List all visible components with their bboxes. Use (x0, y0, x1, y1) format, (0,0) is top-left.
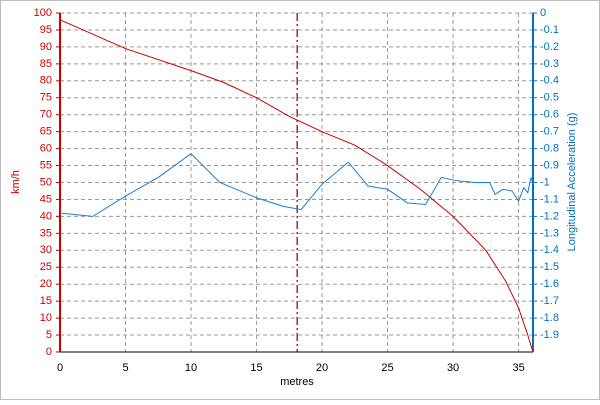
y-tick-label: 60 (40, 143, 52, 155)
y-tick-label: 95 (40, 24, 52, 36)
y-tick-label: 15 (40, 295, 52, 307)
x-tick-label: 15 (250, 362, 262, 374)
y2-tick-label: -0.8 (540, 143, 559, 155)
y2-tick-label: -0.6 (540, 109, 559, 121)
x-tick-label: 20 (316, 362, 328, 374)
y-tick-label: 85 (40, 58, 52, 70)
y-tick-label: 20 (40, 278, 52, 290)
y-tick-label: 65 (40, 126, 52, 138)
y2-tick-label: 0 (540, 7, 546, 19)
x-tick-label: 5 (122, 362, 128, 374)
y-tick-label: 45 (40, 193, 52, 205)
y2-tick-label: -0.7 (540, 126, 559, 138)
x-tick-label: 25 (381, 362, 393, 374)
y-tick-label: 50 (40, 176, 52, 188)
y2-tick-label: -0.1 (540, 24, 559, 36)
y-tick-label: 35 (40, 227, 52, 239)
y-tick-label: 40 (40, 210, 52, 222)
y2-tick-label: -1.9 (540, 329, 559, 341)
y2-tick-label: -0.4 (540, 75, 559, 87)
y2-tick-label: -1.4 (540, 244, 559, 256)
y-tick-label: 75 (40, 92, 52, 104)
y-tick-label: 5 (46, 329, 52, 341)
y-tick-label: 10 (40, 312, 52, 324)
y-axis-label: km/h (10, 170, 22, 194)
y-tick-label: 100 (34, 7, 52, 19)
x-tick-label: 0 (57, 362, 63, 374)
y2-tick-label: -1.7 (540, 295, 559, 307)
y2-tick-label: -1 (540, 176, 550, 188)
y-tick-label: 30 (40, 244, 52, 256)
y-tick-label: 70 (40, 109, 52, 121)
y2-axis-label: Longitudinal Acceleration (g) (566, 113, 578, 252)
y2-tick-label: -0.5 (540, 92, 559, 104)
x-axis-label: metres (280, 376, 314, 388)
y2-tick-label: -1.3 (540, 227, 559, 239)
y-tick-label: 25 (40, 261, 52, 273)
x-tick-label: 30 (447, 362, 459, 374)
y2-tick-label: -0.2 (540, 41, 559, 53)
y2-tick-label: -1.1 (540, 193, 559, 205)
y-tick-label: 80 (40, 75, 52, 87)
series-line (59, 19, 534, 353)
x-tick-label: 10 (185, 362, 197, 374)
y-tick-label: 55 (40, 159, 52, 171)
series-line (59, 153, 534, 217)
y2-tick-label: -1.6 (540, 278, 559, 290)
x-tick-label: 35 (512, 362, 524, 374)
y2-tick-label: -1.8 (540, 312, 559, 324)
y2-tick-label: -1.5 (540, 261, 559, 273)
y2-tick-label: -0.3 (540, 58, 559, 70)
y-tick-label: 90 (40, 41, 52, 53)
y-tick-label: 0 (46, 346, 52, 358)
y2-tick-label: -0.9 (540, 159, 559, 171)
y2-tick-label: -1.2 (540, 210, 559, 222)
